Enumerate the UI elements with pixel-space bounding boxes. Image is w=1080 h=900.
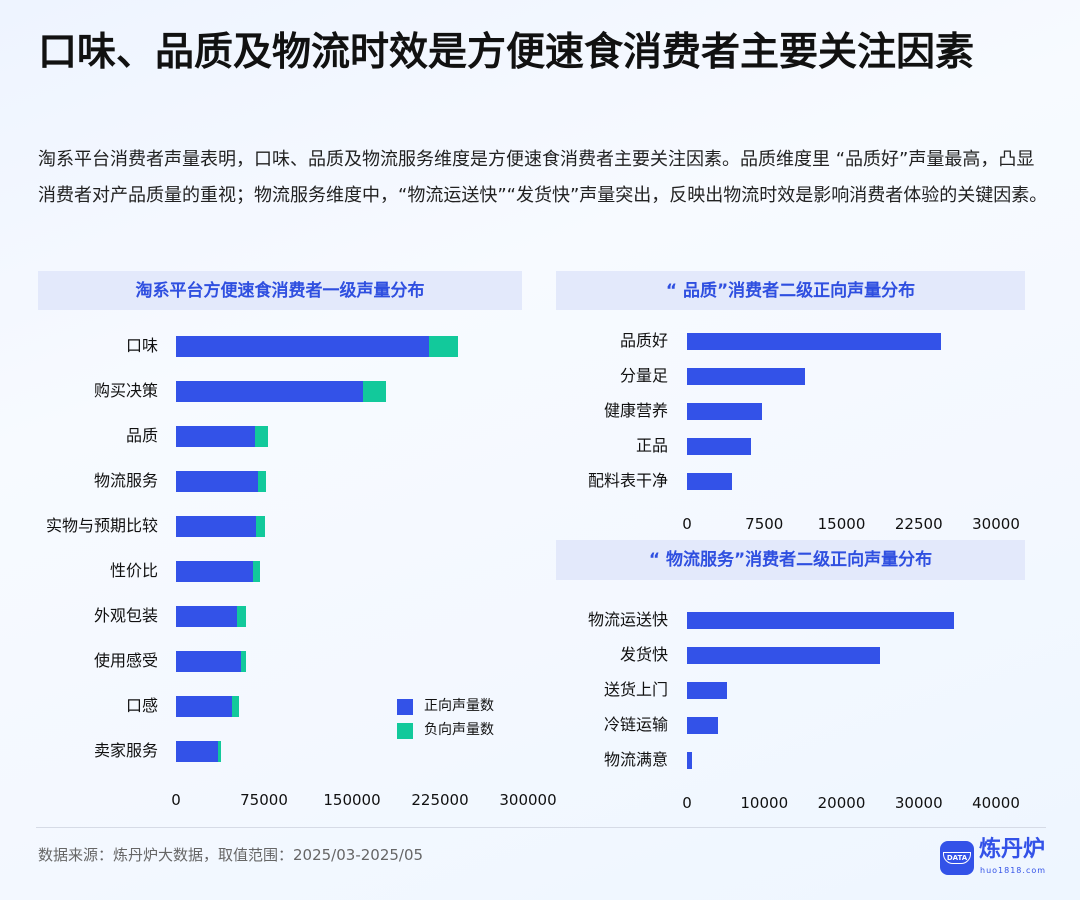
data-source: 数据来源：炼丹炉大数据，取值范围：2025/03-2025/05	[38, 846, 424, 864]
bar-negative	[218, 740, 221, 762]
category-label: 配料表干净	[587, 471, 668, 490]
footer-divider	[36, 827, 1046, 828]
x-tick-label: 0	[682, 515, 692, 533]
logo-text: 炼丹炉	[979, 837, 1046, 862]
chart1-title: 淘系平台方便速食消费者一级声量分布	[38, 271, 522, 310]
x-tick-label: 20000	[817, 794, 866, 812]
bar-negative	[240, 650, 247, 672]
description: 淘系平台消费者声量表明，口味、品质及物流服务维度是方便速食消费者主要关注因素。品…	[38, 149, 1048, 206]
category-label: 外观包装	[93, 606, 158, 625]
bar-positive	[687, 367, 806, 385]
logo-badge: DATA	[942, 852, 972, 864]
bar-positive	[687, 681, 728, 699]
category-label: 物流满意	[603, 750, 668, 769]
x-tick-label: 30000	[972, 515, 1020, 533]
category-label: 送货上门	[603, 680, 668, 699]
x-tick-label: 10000	[740, 794, 789, 812]
bar-negative	[254, 425, 268, 447]
x-tick-label: 7500	[745, 515, 784, 533]
bar-positive	[687, 472, 733, 490]
bar-positive	[687, 332, 942, 350]
bar-positive	[176, 650, 241, 672]
bar-positive	[687, 646, 881, 664]
category-label: 卖家服务	[93, 741, 158, 760]
category-label: 健康营养	[603, 401, 668, 420]
bar-positive	[176, 515, 256, 537]
logo-icon: DATA	[940, 841, 974, 875]
bar-positive	[687, 716, 718, 734]
bar-negative	[232, 695, 240, 717]
chart2-title: “ 品质”消费者二级正向声量分布	[556, 271, 1025, 310]
bar-positive	[687, 611, 954, 629]
x-tick-label: 300000	[499, 791, 557, 809]
bar-positive	[176, 740, 219, 762]
x-tick-label: 225000	[411, 791, 469, 809]
bar-positive	[176, 470, 259, 492]
category-label: 物流运送快	[587, 610, 668, 629]
category-label: 发货快	[619, 645, 668, 664]
bar-positive	[176, 605, 237, 627]
logo-url: huo1818.com	[980, 866, 1047, 875]
page-title: 口味、品质及物流时效是方便速食消费者主要关注因素	[38, 30, 975, 75]
x-tick-label: 30000	[894, 794, 943, 812]
bar-positive	[687, 402, 763, 420]
x-tick-label: 0	[171, 791, 181, 809]
category-label: 使用感受	[93, 651, 158, 670]
category-label: 实物与预期比较	[45, 516, 158, 535]
bar-negative	[362, 380, 386, 402]
category-label: 性价比	[109, 561, 158, 580]
bar-positive	[176, 380, 363, 402]
x-tick-label: 75000	[240, 791, 288, 809]
legend-negative-label: 负向声量数	[424, 722, 494, 738]
x-tick-label: 40000	[972, 794, 1020, 812]
bar-positive	[176, 560, 254, 582]
category-label: 品质	[125, 426, 158, 445]
chart3-title: “ 物流服务”消费者二级正向声量分布	[556, 540, 1025, 580]
category-label: 物流服务	[93, 471, 158, 490]
legend-positive-swatch	[397, 699, 413, 715]
bar-positive	[176, 425, 255, 447]
category-label: 购买决策	[93, 381, 158, 400]
bar-positive	[687, 437, 751, 455]
bar-negative	[258, 470, 267, 492]
category-label: 分量足	[619, 366, 668, 385]
category-label: 口味	[125, 336, 158, 355]
legend-negative-swatch	[397, 723, 413, 739]
bar-positive	[687, 751, 692, 769]
category-label: 正品	[635, 436, 668, 455]
category-label: 口感	[125, 696, 158, 715]
category-label: 冷链运输	[603, 715, 668, 734]
x-tick-label: 22500	[894, 515, 943, 533]
bar-negative	[429, 335, 458, 357]
bar-negative	[253, 560, 261, 582]
x-tick-label: 15000	[817, 515, 866, 533]
category-label: 品质好	[619, 331, 668, 350]
bar-positive	[176, 335, 430, 357]
x-tick-label: 0	[682, 794, 692, 812]
legend-positive-label: 正向声量数	[424, 698, 494, 714]
bar-negative	[255, 515, 266, 537]
bar-negative	[237, 605, 247, 627]
bar-positive	[176, 695, 233, 717]
x-tick-label: 150000	[323, 791, 381, 809]
